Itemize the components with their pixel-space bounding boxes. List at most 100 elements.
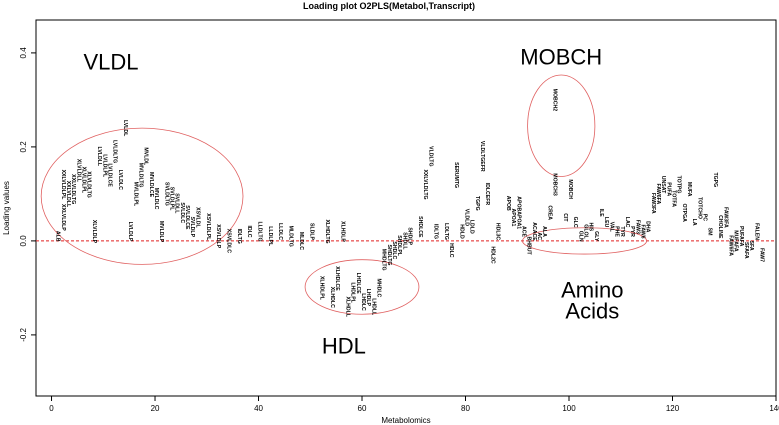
point-label: XLVLDLPL <box>81 167 87 194</box>
point-label: ALA <box>541 226 547 237</box>
point-label: GLY <box>593 231 599 242</box>
point-label: MVLDLPL <box>132 182 138 207</box>
point-label: SVLDLPL <box>169 187 175 211</box>
point-label: MUFAFA <box>733 230 739 252</box>
annotation-label: Amino <box>561 277 623 302</box>
point-label: CHOLINE <box>717 215 723 239</box>
point-label: PUFA <box>665 182 671 196</box>
point-label: MVLDLC <box>153 188 159 210</box>
point-label: IDLC <box>246 225 252 237</box>
point-label: XXLVLDLL <box>65 181 71 208</box>
y-axis-label: Loading values <box>2 181 11 235</box>
point-label: FAW6FA <box>655 184 661 205</box>
point-label: SERUMTG <box>453 162 459 188</box>
point-label: TOTFA <box>671 190 677 207</box>
annotation-label: Acids <box>565 298 619 323</box>
point-label: GLN <box>577 231 583 242</box>
y-tick-label: 0.0 <box>19 235 28 247</box>
x-tick-label: 40 <box>254 404 263 413</box>
point-label: ALB <box>55 231 61 242</box>
point-label: HDL2C <box>489 246 495 264</box>
point-label: SVLDLCE <box>184 205 190 230</box>
point-label: FAW3FA <box>650 193 656 214</box>
point-label: PC <box>702 214 708 221</box>
point-label: ILE <box>598 209 604 218</box>
point-label: GLC <box>572 217 578 228</box>
point-label: MLDLC <box>298 232 304 250</box>
point-label: FAW3 <box>634 220 640 234</box>
point-label: LHDLP <box>365 289 371 307</box>
x-tick-label: 0 <box>49 404 54 413</box>
x-axis-label: Metabolomics <box>381 416 430 425</box>
annotation-label: MOBCH <box>520 45 602 70</box>
point-label: XLHDLP <box>339 221 345 242</box>
point-label: OTPGA <box>681 203 687 222</box>
point-label: CREA <box>546 205 552 220</box>
point-label: MOBCH3 <box>551 173 557 196</box>
point-label: MLDLTG <box>288 226 294 247</box>
y-axis: -0.2 0.0 0.2 0.4 <box>19 47 36 342</box>
point-label: SHDLC <box>391 241 397 259</box>
point-label: MVLDL <box>143 147 149 166</box>
point-label: HDLD <box>458 224 464 239</box>
point-label: SHDLCE <box>417 216 423 238</box>
point-label: SHDLP <box>407 227 413 245</box>
point-label: SHDLPL <box>396 235 402 257</box>
point-label: MUFA <box>686 182 692 197</box>
point-label: XSVLDLP <box>215 224 221 248</box>
point-label: LVLDLC <box>117 170 123 190</box>
point-label: LVLDL <box>122 120 128 137</box>
point-label: HDLC <box>448 243 454 258</box>
point-label: XLVLDLP <box>91 220 97 244</box>
point-label: XLHDLTG <box>324 219 330 243</box>
point-label: SLDLP <box>308 223 314 241</box>
point-label: HIS <box>588 222 594 231</box>
region-vldl <box>40 127 244 265</box>
point-label: TYR <box>619 226 625 237</box>
point-label: LHDLL <box>370 298 376 316</box>
point-label: LHDLC <box>360 293 366 311</box>
point-label: FAW7 <box>758 248 764 262</box>
point-label: VLDLD <box>464 209 470 227</box>
annotation-label: HDL <box>322 334 366 359</box>
point-label: XXLVLDLPL <box>60 170 66 201</box>
point-label: FAW6 <box>639 224 645 238</box>
region-mobch <box>527 74 596 177</box>
point-label: TOTPG <box>676 176 682 194</box>
point-label: APOA1 <box>510 208 516 226</box>
region-hdl <box>304 259 420 315</box>
point-label: XLVLDLTG <box>86 171 92 198</box>
point-label: XLHDLL <box>344 296 350 317</box>
point-label: ACACE <box>531 222 537 241</box>
point-label: VAL <box>608 222 614 233</box>
point-label: XLHDLPL <box>319 276 325 301</box>
x-tick-label: 60 <box>358 404 367 413</box>
point-label: SM <box>707 228 713 236</box>
point-label: LVLDLPL <box>101 154 107 178</box>
point-label: LA <box>691 219 697 226</box>
point-label: LLDLC <box>277 223 283 240</box>
point-label: SHDLTG <box>386 245 392 266</box>
point-label: MVLDLP <box>158 221 164 243</box>
point-label: XLHDLCE <box>334 266 340 291</box>
point-label: XLVLDLL <box>75 159 81 183</box>
y-tick-label: -0.2 <box>19 327 28 341</box>
point-label: XSVLDLC <box>225 229 231 253</box>
point-label: HDL3C <box>495 223 501 241</box>
point-label: SFAFA <box>743 242 749 259</box>
point-label: TGPG <box>712 172 718 187</box>
point-label: APOBAPOA1 <box>515 196 521 229</box>
point-label: FAW3FA <box>722 207 728 228</box>
point-label: CIT <box>562 213 568 222</box>
y-tick-label: 0.4 <box>19 47 28 59</box>
cluster-regions <box>40 74 648 315</box>
point-label: XLHDLC <box>329 287 335 308</box>
point-label: LLDLPL <box>267 226 273 247</box>
point-label: PHE <box>614 226 620 237</box>
point-label: MHDLTG <box>381 249 387 271</box>
point-label: MVLDLCE <box>148 172 154 198</box>
point-label: LDLD <box>469 220 475 234</box>
x-axis: 0 20 40 60 80 100 120 140 <box>49 396 779 413</box>
point-label: FALEN <box>753 223 759 240</box>
point-label: XXLVLDLTG <box>70 174 76 204</box>
